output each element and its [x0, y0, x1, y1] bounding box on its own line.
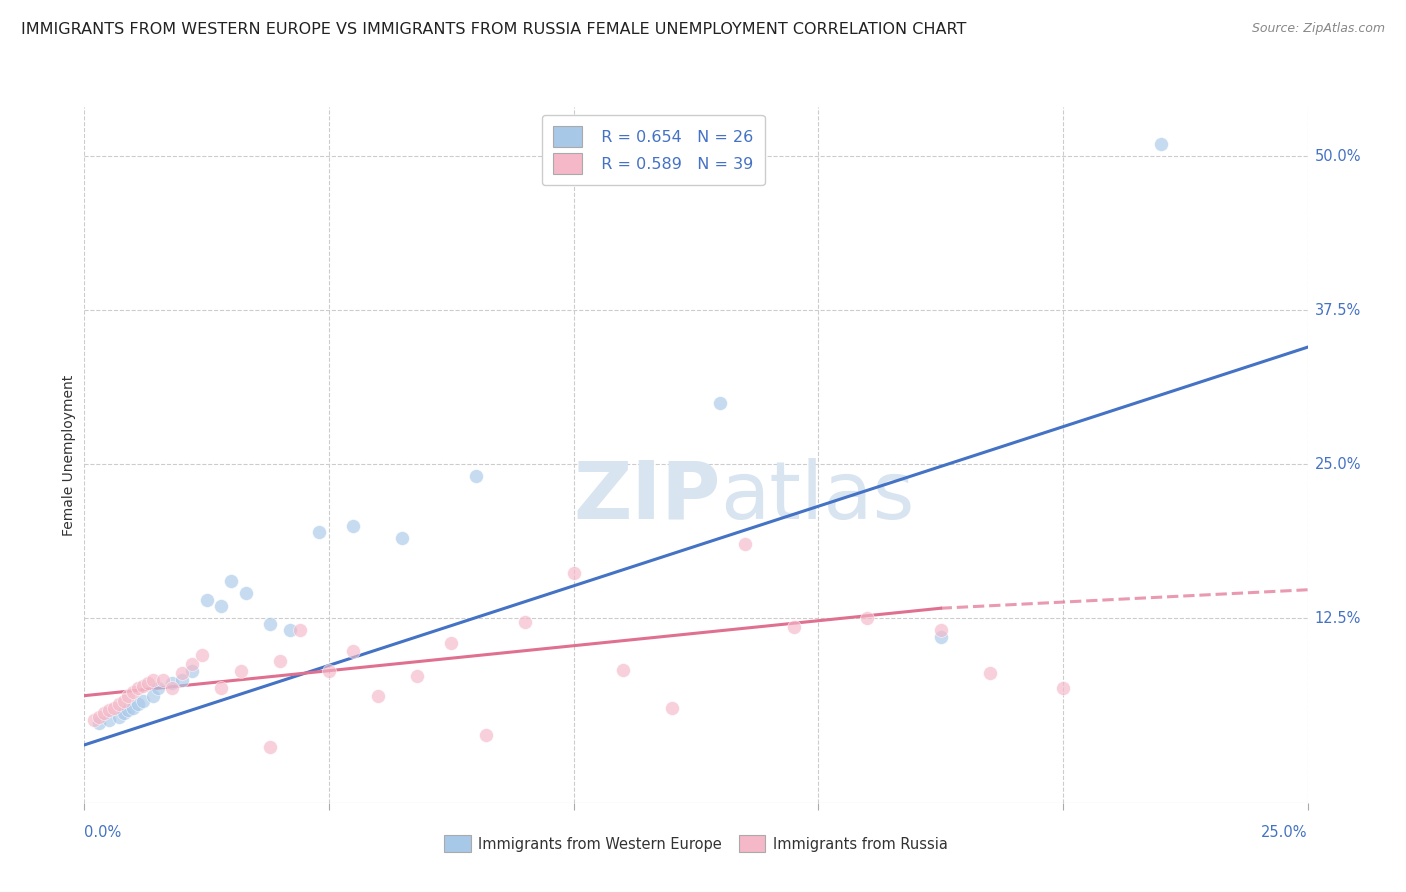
Point	[1052, 681, 1074, 696]
Point	[132, 693, 155, 707]
Point	[122, 701, 145, 715]
Point	[391, 531, 413, 545]
Point	[318, 664, 340, 678]
Point	[87, 715, 110, 730]
Text: 50.0%: 50.0%	[1315, 149, 1361, 164]
Point	[122, 685, 145, 699]
Point	[191, 648, 214, 662]
Point	[97, 703, 120, 717]
Point	[929, 630, 952, 644]
Point	[195, 592, 218, 607]
Point	[107, 709, 129, 723]
Point	[112, 693, 135, 707]
Point	[127, 698, 149, 712]
Point	[181, 657, 204, 671]
Point	[856, 611, 879, 625]
Point	[107, 698, 129, 712]
Point	[97, 714, 120, 728]
Point	[474, 728, 496, 742]
Text: ZIP: ZIP	[574, 458, 720, 536]
Point	[112, 706, 135, 720]
Text: 25.0%: 25.0%	[1261, 825, 1308, 840]
Point	[661, 701, 683, 715]
Point	[734, 537, 756, 551]
Text: Source: ZipAtlas.com: Source: ZipAtlas.com	[1251, 22, 1385, 36]
Point	[979, 666, 1001, 681]
Point	[342, 518, 364, 533]
Point	[83, 714, 105, 728]
Y-axis label: Female Unemployment: Female Unemployment	[62, 375, 76, 535]
Point	[117, 689, 139, 703]
Point	[132, 679, 155, 693]
Text: 37.5%: 37.5%	[1315, 302, 1361, 318]
Point	[513, 615, 536, 629]
Point	[152, 673, 174, 687]
Point	[783, 620, 806, 634]
Point	[172, 673, 194, 687]
Point	[209, 681, 232, 696]
Point	[127, 681, 149, 696]
Point	[367, 689, 389, 703]
Point	[172, 666, 194, 681]
Point	[229, 664, 252, 678]
Point	[440, 636, 463, 650]
Point	[162, 676, 184, 690]
Point	[93, 706, 115, 720]
Point	[162, 681, 184, 696]
Point	[87, 709, 110, 723]
Point	[235, 586, 257, 600]
Point	[209, 599, 232, 613]
Point	[612, 663, 634, 677]
Point	[142, 673, 165, 687]
Point	[406, 669, 429, 683]
Text: 12.5%: 12.5%	[1315, 611, 1361, 625]
Point	[278, 624, 301, 638]
Point	[464, 469, 486, 483]
Point	[562, 566, 585, 580]
Point	[709, 395, 731, 409]
Point	[288, 624, 311, 638]
Legend: Immigrants from Western Europe, Immigrants from Russia: Immigrants from Western Europe, Immigran…	[439, 830, 953, 858]
Point	[136, 676, 159, 690]
Text: 25.0%: 25.0%	[1315, 457, 1361, 472]
Point	[259, 740, 281, 755]
Point	[142, 689, 165, 703]
Point	[103, 701, 125, 715]
Point	[181, 664, 204, 678]
Point	[308, 524, 330, 539]
Point	[146, 681, 169, 696]
Text: 0.0%: 0.0%	[84, 825, 121, 840]
Point	[219, 574, 242, 589]
Point	[929, 624, 952, 638]
Point	[342, 644, 364, 658]
Point	[269, 654, 291, 668]
Point	[1150, 136, 1173, 151]
Point	[117, 703, 139, 717]
Point	[259, 617, 281, 632]
Text: atlas: atlas	[720, 458, 915, 536]
Text: IMMIGRANTS FROM WESTERN EUROPE VS IMMIGRANTS FROM RUSSIA FEMALE UNEMPLOYMENT COR: IMMIGRANTS FROM WESTERN EUROPE VS IMMIGR…	[21, 22, 966, 37]
